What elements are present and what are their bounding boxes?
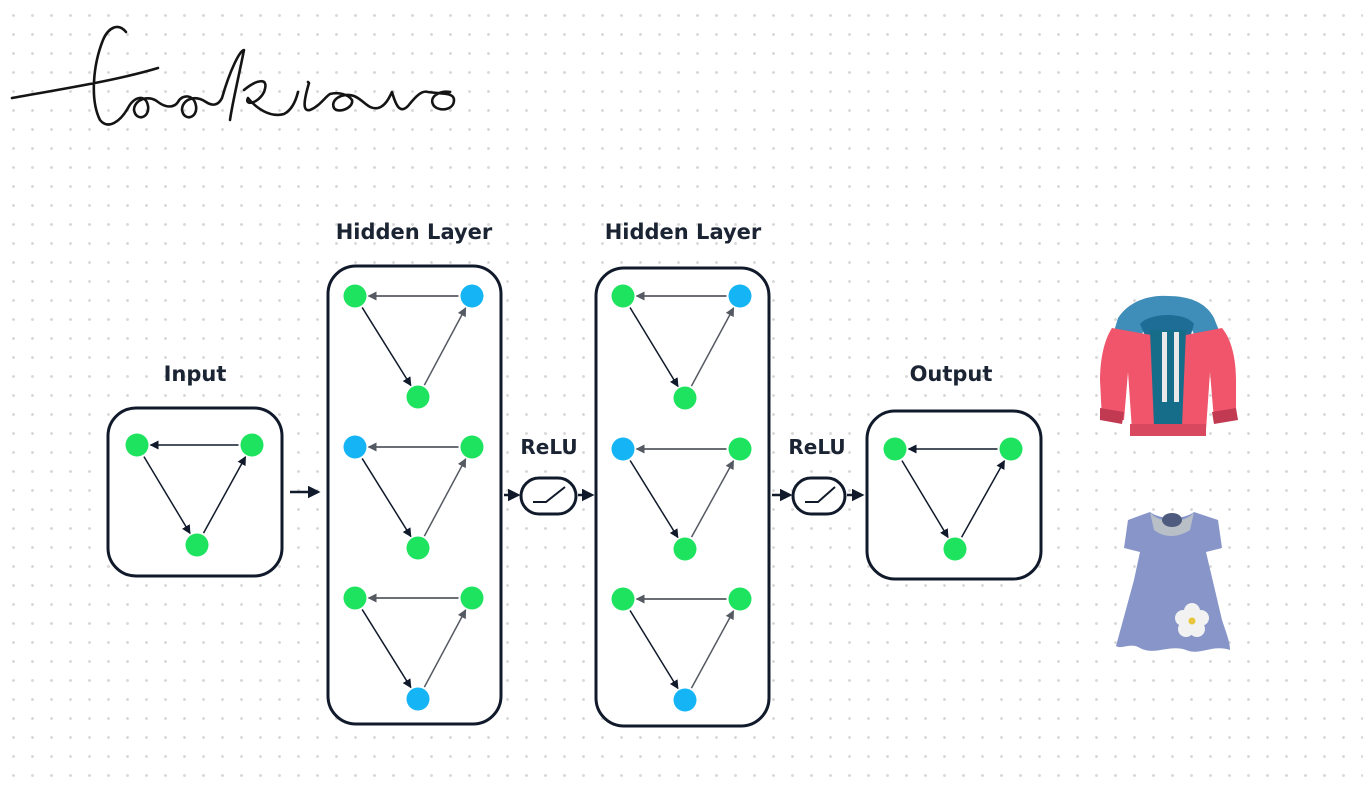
jacket-icon xyxy=(1100,295,1238,436)
hidden2-a-node-top-right xyxy=(728,284,752,308)
hidden1-a-edge-left xyxy=(361,307,412,387)
hidden2-a-edge-left xyxy=(629,307,679,388)
hidden2-b-edge-right xyxy=(690,460,735,538)
hidden1-a-node-bottom xyxy=(406,385,430,409)
hidden2-a-edge-right xyxy=(690,307,735,387)
hidden-layer-1-label: Hidden Layer xyxy=(336,220,493,244)
input-node-bottom xyxy=(185,533,209,557)
hidden-layer-2-label: Hidden Layer xyxy=(605,220,762,244)
hidden1-b-edge-right xyxy=(423,458,467,537)
hidden2-b-edge-left xyxy=(629,460,679,539)
relu-2-icon xyxy=(791,476,847,516)
input-label: Input xyxy=(164,362,227,386)
lookiero-logo: lookiero xyxy=(10,25,456,126)
hidden2-a-node-top-left xyxy=(611,284,635,308)
hidden1-b-edge-left xyxy=(361,458,412,538)
hidden2-c-node-top-left xyxy=(611,587,635,611)
hidden1-c-edge-right xyxy=(423,609,467,688)
input-node-top-right xyxy=(240,433,264,457)
hidden-layer-1-panel xyxy=(326,264,503,726)
output-label: Output xyxy=(910,362,993,386)
relu-1-label: ReLU xyxy=(520,435,577,459)
node-graph xyxy=(125,284,1023,712)
output-edge-right xyxy=(960,459,1006,538)
hidden1-c-node-top-left xyxy=(343,586,367,610)
hidden2-a-node-bottom xyxy=(673,386,697,410)
hidden2-c-node-top-right xyxy=(728,587,752,611)
output-node-top-right xyxy=(999,437,1023,461)
hidden1-b-node-bottom xyxy=(406,536,430,560)
hidden2-b-node-top-left xyxy=(611,437,635,461)
output-edge-left xyxy=(901,460,949,539)
hidden2-c-edge-left xyxy=(629,610,679,690)
hidden1-c-node-bottom xyxy=(406,687,430,711)
hidden2-c-edge-right xyxy=(690,610,735,689)
hidden1-b-node-top-right xyxy=(460,435,484,459)
dress-icon xyxy=(1116,512,1230,652)
hidden2-b-node-bottom xyxy=(673,537,697,561)
input-edge-left xyxy=(143,456,191,535)
hidden1-b-node-top-left xyxy=(343,435,367,459)
hidden2-c-node-bottom xyxy=(673,688,697,712)
relu-2-label: ReLU xyxy=(788,435,845,459)
input-panel xyxy=(106,406,284,578)
hidden1-c-edge-left xyxy=(361,609,412,689)
input-edge-right xyxy=(202,456,247,534)
hidden1-c-node-top-right xyxy=(460,586,484,610)
hidden1-a-edge-right xyxy=(423,307,467,386)
relu-1-icon xyxy=(519,476,578,516)
hidden2-b-node-top-right xyxy=(728,437,752,461)
hidden-layer-2-panel xyxy=(594,266,771,728)
output-node-top-left xyxy=(883,437,907,461)
output-node-bottom xyxy=(943,537,967,561)
input-node-top-left xyxy=(125,433,149,457)
hidden1-a-node-top-left xyxy=(343,284,367,308)
hidden1-a-node-top-right xyxy=(460,284,484,308)
